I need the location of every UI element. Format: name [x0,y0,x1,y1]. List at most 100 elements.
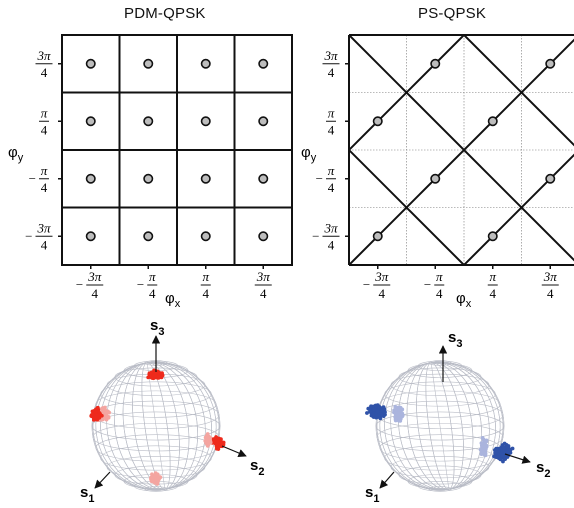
cluster-point [205,438,210,443]
s2-axis-label: s2 [250,457,264,478]
cluster-point [107,410,112,415]
cluster-point [396,416,401,420]
tick-denominator: 4 [328,237,335,252]
tick-denominator: 4 [328,122,335,137]
cluster-left [89,405,104,422]
cluster-point [104,417,109,422]
tick-numerator: π [328,163,335,178]
tick-denominator: 4 [436,286,443,301]
constellation-point [372,116,383,127]
tick-denominator: 4 [149,286,156,301]
tick-sign: − [76,277,83,292]
constellation-point [487,231,498,242]
tick-sign: − [29,171,36,186]
y-tick-label-right: π4 [326,105,336,137]
y-axis-label-right: φy [301,144,317,164]
cluster-point [369,404,373,409]
tick-numerator: 3π [36,48,51,63]
sphere-mesh [375,360,505,492]
tick-denominator: 4 [41,122,48,137]
cluster-point [500,453,505,458]
decision-boundary [349,38,574,265]
tick-sign: − [424,277,431,292]
longitude-line [376,361,504,491]
constellation-point [85,173,96,184]
latitude-line [95,434,217,462]
s3-axis-label: s3 [448,329,462,350]
pdm-qpsk-title: PDM-QPSK [124,5,206,22]
cluster-point [481,445,486,450]
y-axis-label-left: φy [8,144,24,164]
tick-numerator: 3π [256,269,271,284]
constellation-point [200,58,211,69]
constellation-point [545,58,556,69]
s1-axis-label: s1 [365,484,379,505]
cluster-point [150,479,155,484]
constellation-point [85,58,96,69]
constellation-point [258,58,269,69]
tick-numerator: 3π [543,269,558,284]
tick-sign: − [316,171,323,186]
cluster-point [152,373,157,377]
y-tick-label-right: 3π4 [322,48,340,80]
cluster-point [383,410,387,415]
cluster-point [400,411,405,416]
cluster-left-light [392,404,405,423]
cluster-right [492,441,515,464]
x-axis-label-right: φx [456,290,472,310]
cluster-point [483,451,487,456]
s1-axis-label: s1 [80,484,94,505]
y-tick-label-left: 3π4 [35,48,53,80]
longitude-line [92,361,220,491]
y-tick-label-left: π4 [39,105,49,137]
s1-axis [379,471,395,489]
cluster-point [381,405,386,410]
cluster-point [498,457,503,462]
constellation-point [430,173,441,184]
cluster-point [375,409,380,414]
cluster-point [150,475,154,479]
cluster-point [500,448,505,453]
y-tick-label-right: −π 4 [316,163,336,195]
cluster-point [494,447,499,451]
x-tick-label-right: 3π4 [541,269,559,301]
tick-denominator: 4 [490,286,497,301]
s3-axis-label: s3 [150,317,164,338]
tick-numerator: π [489,269,496,284]
s2-axis-label: s2 [536,459,550,480]
cluster-point [93,415,98,420]
tick-denominator: 4 [92,286,99,301]
cluster-point [150,472,154,477]
constellation-point [258,231,269,242]
tick-numerator: π [436,269,443,284]
y-tick-label-right: −3π 4 [312,220,340,252]
x-axis-label-left: φx [165,290,181,310]
decision-boundary [179,0,574,435]
constellation-point [200,231,211,242]
cluster-point [100,409,105,414]
cluster-point [395,412,400,416]
tick-numerator: π [328,105,335,120]
s1-axis [94,471,111,489]
latitude-line [95,390,217,418]
constellation-point [143,231,154,242]
x-tick-label-right: −3π 4 [363,269,391,301]
x-tick-label-left: π4 [200,269,211,301]
tick-denominator: 4 [41,237,48,252]
cluster-point [502,456,507,461]
cluster-point [478,447,483,452]
cluster-point [367,410,372,414]
cluster-left [365,403,387,421]
tick-denominator: 4 [328,180,335,195]
tick-denominator: 4 [379,286,386,301]
constellation-point [200,116,211,127]
tick-numerator: π [149,269,156,284]
tick-denominator: 4 [41,65,48,80]
constellation-point [85,116,96,127]
tick-denominator: 4 [328,65,335,80]
x-tick-label-left: −π 4 [137,269,158,301]
s2-axis [221,445,247,457]
tick-sign: − [363,277,370,292]
cluster-point [218,442,223,447]
tick-sign: − [312,228,319,243]
